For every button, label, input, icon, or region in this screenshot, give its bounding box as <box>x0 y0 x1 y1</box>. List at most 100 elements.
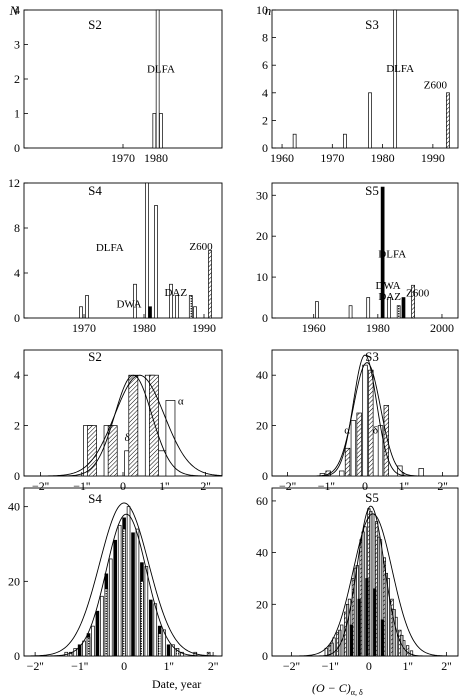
x-tick-label: 1980 <box>371 151 395 165</box>
bar-α <box>157 450 168 477</box>
y-tick-label: 4 <box>14 3 20 17</box>
bar-dotted <box>140 580 144 657</box>
x-tick-label: 1990 <box>421 151 445 165</box>
bar-δ <box>356 412 362 477</box>
y-tick-label: 60 <box>256 494 268 508</box>
bar-dlfa <box>152 113 157 149</box>
annotation-label: DAZ <box>378 291 401 303</box>
x-tick-label: 1'' <box>159 479 169 493</box>
bar-δ <box>344 447 351 477</box>
panel-title: S3 <box>365 17 379 32</box>
bar-δ <box>149 599 153 657</box>
x-tick-label: 1980 <box>366 321 390 335</box>
bar-δ <box>107 425 118 477</box>
panel-title: S4 <box>88 183 102 198</box>
bar-dotted <box>175 648 180 657</box>
y-tick-label: 20 <box>8 574 20 588</box>
plot-frame <box>23 182 223 319</box>
panel-title: S5 <box>365 490 379 505</box>
plot-frame <box>23 349 223 477</box>
chart-right-s3: 0 20 40 −2'' −1'' 0 1'' 2'' α δ S3 <box>256 349 459 493</box>
y-tick-label: 0 <box>262 141 268 155</box>
bar-black <box>365 578 369 657</box>
bar-α <box>362 364 368 477</box>
bar-dotted <box>122 528 126 657</box>
annotation-label: DWA <box>116 298 141 310</box>
bar-black <box>373 588 377 657</box>
bar-dlfa <box>145 182 149 319</box>
bar-α <box>162 629 166 657</box>
bar-dwa <box>148 306 152 319</box>
x-tick-label: −2'' <box>283 659 300 673</box>
fit-curve-2 <box>24 502 223 657</box>
x-tick-label: 2'' <box>208 659 218 673</box>
bar-gray <box>392 609 396 657</box>
bar-α <box>171 644 175 657</box>
chart-left-s4: 0 4 8 12 1970 1980 1990 DLFA DWA DAZ Z600 S4 <box>8 176 223 335</box>
x-tick-label: 2000 <box>430 321 454 335</box>
y-tick-label: 40 <box>8 500 20 514</box>
annotation-label: α <box>178 395 184 407</box>
annotation-label: DLFA <box>147 64 175 76</box>
x-tick-label: 1960 <box>302 321 326 335</box>
y-tick-label: 2 <box>14 419 20 433</box>
fit-curve-2 <box>272 362 458 477</box>
bar-δ <box>131 532 135 657</box>
annotation-label: DLFA <box>386 63 414 75</box>
y-tick-label: 0 <box>14 311 20 325</box>
chart-right-s5: 0 20 40 60 −2'' −1'' 0 1'' 2'' S5 <box>256 487 459 673</box>
x-tick-label: −1'' <box>73 479 90 493</box>
bar-δ <box>166 644 171 657</box>
x-tick-label: 1960 <box>270 151 294 165</box>
bar-dotted <box>157 633 162 657</box>
bar-α <box>397 465 403 477</box>
bar-α <box>135 528 140 657</box>
x-tick-label: −1'' <box>322 659 339 673</box>
bar-α <box>82 640 86 657</box>
y-tick-label: 2 <box>14 72 20 86</box>
bar-dlfa <box>175 295 179 319</box>
annotation-label: Z600 <box>189 241 213 253</box>
bar-dlfa <box>387 297 391 319</box>
bar-δ <box>383 405 389 477</box>
y-tick-label: 0 <box>14 649 20 663</box>
bar-α <box>339 470 345 477</box>
x-tick-label: 1980 <box>132 321 156 335</box>
bar-z600 <box>208 250 212 319</box>
x-tick-label: 1'' <box>402 659 412 673</box>
fit-curve-1 <box>24 513 222 657</box>
bar-dlfa <box>155 9 160 149</box>
bar-α <box>144 566 149 657</box>
y-tick-label: 4 <box>14 368 20 382</box>
bar-dlfa <box>193 306 197 319</box>
y-tick-label: 3 <box>14 38 20 52</box>
bar-δ <box>149 374 159 477</box>
bar-dlfa <box>393 9 398 149</box>
x-tick-label: 0 <box>120 479 126 493</box>
x-tick-label: −2'' <box>279 479 296 493</box>
chart-right-s2: 0 2 4 −2'' −1'' 0 1'' 2'' α δ S2 <box>14 349 223 493</box>
annotation-label: Z600 <box>424 80 448 92</box>
bar-dlfa <box>292 133 297 149</box>
bar-black <box>349 624 354 657</box>
chart-left-s2: 0 1 2 3 4 1970 1980 DLFA S2 <box>14 3 223 165</box>
x-tick-label: −2'' <box>32 479 49 493</box>
bar-δ <box>95 610 100 657</box>
bar-gray <box>369 510 373 657</box>
annotation-label: Z600 <box>406 288 430 300</box>
y-tick-label: 0 <box>14 141 20 155</box>
bar-gray <box>361 531 365 657</box>
bar-dlfa <box>79 306 83 319</box>
annotation-label: DLFA <box>378 248 406 260</box>
x-tick-label: 0 <box>362 479 368 493</box>
x-tick-label: −1'' <box>71 659 88 673</box>
bar-dlfa <box>85 295 89 319</box>
annotation-label: δ <box>373 424 378 436</box>
x-tick-label: 1970 <box>72 321 96 335</box>
bar-gray <box>384 572 388 657</box>
bar-dlfa <box>368 92 372 149</box>
x-tick-label: −1'' <box>318 479 335 493</box>
x-tick-label: 0 <box>366 659 372 673</box>
chart-left-s3: 0 2 4 6 8 10 1960 1970 1980 1990 DLFA Z600 S3 <box>256 3 459 165</box>
chart-right-s4: 0 20 40 −2'' −1'' 0 1'' 2'' S4 <box>8 487 223 673</box>
